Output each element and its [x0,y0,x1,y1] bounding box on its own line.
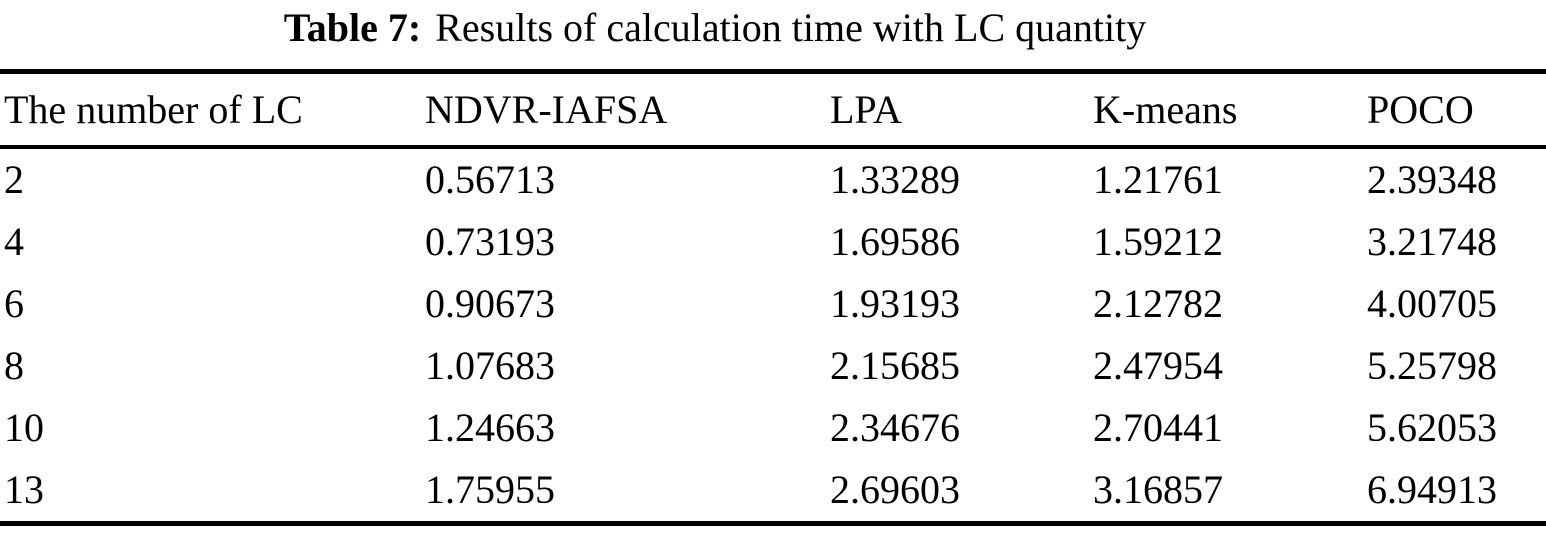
cell-lc-count: 13 [4,467,44,512]
column-header-poco: POCO [1367,71,1546,149]
cell-lpa: 2.69603 [830,467,960,512]
cell-poco: 3.21748 [1367,219,1497,264]
column-header-kmeans: K-means [1093,71,1367,149]
table-row: 10 1.24663 2.34676 2.70441 5.62053 [0,397,1546,459]
cell-kmeans: 2.70441 [1093,405,1223,450]
cell-lc-count: 4 [4,219,24,264]
cell-ndvr-iafsa: 0.90673 [425,281,555,326]
cell-lc-count: 10 [4,405,44,450]
cell-ndvr-iafsa: 0.56713 [425,157,555,202]
cell-lc-count: 2 [4,157,24,202]
cell-lpa: 2.34676 [830,405,960,450]
cell-kmeans: 2.47954 [1093,343,1223,388]
cell-kmeans: 3.16857 [1093,467,1223,512]
table-caption: Table 7: Results of calculation time with… [0,2,1546,54]
cell-ndvr-iafsa: 1.07683 [425,343,555,388]
cell-poco: 4.00705 [1367,281,1497,326]
cell-lc-count: 8 [4,343,24,388]
table-row: 8 1.07683 2.15685 2.47954 5.25798 [0,335,1546,397]
table-caption-label: Table 7: [283,5,422,50]
table-row: 13 1.75955 2.69603 3.16857 6.94913 [0,459,1546,524]
cell-poco: 2.39348 [1367,157,1497,202]
column-header-lpa: LPA [830,71,1093,149]
table-caption-text: Results of calculation time with LC quan… [435,5,1147,50]
cell-kmeans: 1.59212 [1093,219,1223,264]
cell-lc-count: 6 [4,281,24,326]
cell-ndvr-iafsa: 0.73193 [425,219,555,264]
cell-lpa: 2.15685 [830,343,960,388]
cell-poco: 6.94913 [1367,467,1497,512]
cell-ndvr-iafsa: 1.24663 [425,405,555,450]
table-row: 4 0.73193 1.69586 1.59212 3.21748 [0,211,1546,273]
cell-lpa: 1.33289 [830,157,960,202]
cell-poco: 5.62053 [1367,405,1497,450]
table-row: 6 0.90673 1.93193 2.12782 4.00705 [0,273,1546,335]
cell-kmeans: 2.12782 [1093,281,1223,326]
cell-lpa: 1.93193 [830,281,960,326]
table-row: 2 0.56713 1.33289 1.21761 2.39348 [0,147,1546,211]
column-header-number-of-lc: The number of LC [0,71,425,149]
column-header-ndvr-iafsa: NDVR-IAFSA [425,71,830,149]
cell-lpa: 1.69586 [830,219,960,264]
cell-kmeans: 1.21761 [1093,157,1223,202]
cell-poco: 5.25798 [1367,343,1497,388]
results-table: The number of LC NDVR-IAFSA LPA K-means … [0,69,1546,526]
header-row: The number of LC NDVR-IAFSA LPA K-means … [0,71,1546,149]
cell-ndvr-iafsa: 1.75955 [425,467,555,512]
